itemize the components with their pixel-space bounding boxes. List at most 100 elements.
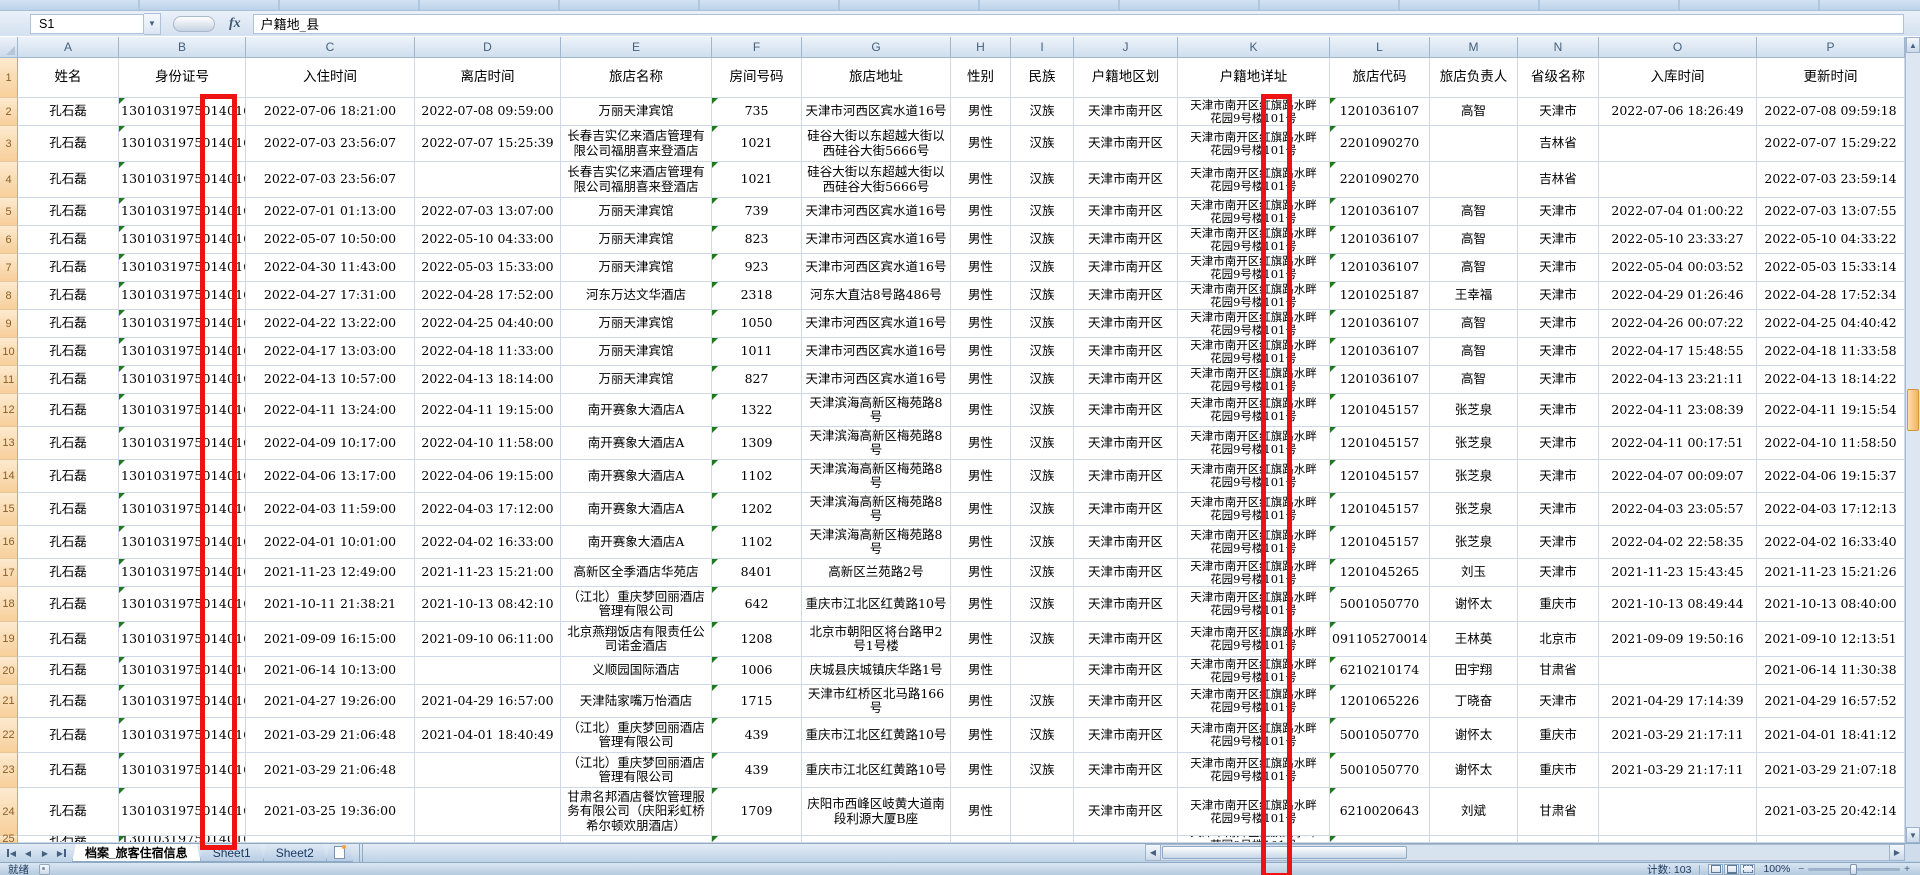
cell-J22[interactable]: 天津市南开区 [1074, 718, 1178, 753]
cell-C18[interactable]: 2021-10-11 21:38:21 [246, 587, 415, 622]
cell-B23[interactable]: 1301031975014016 [119, 753, 246, 788]
cell-D5[interactable]: 2022-07-03 13:07:00 [415, 198, 561, 226]
cell-K7[interactable]: 天津市南开区红旗路水畔 花园9号楼101号 [1178, 254, 1330, 282]
cell-G13[interactable]: 天津滨海高新区梅苑路8号 [802, 427, 951, 460]
cell-M23[interactable]: 谢怀太 [1430, 753, 1518, 788]
cell-F10[interactable]: 1011 [712, 338, 802, 366]
cell-A22[interactable]: 孔石磊 [18, 718, 119, 753]
cell-P3[interactable]: 2022-07-07 15:29:22 [1757, 126, 1905, 162]
cell-L13[interactable]: 1201045157 [1330, 427, 1430, 460]
header-cell-K[interactable]: 户籍地详址 [1178, 58, 1330, 98]
cell-A25[interactable]: 孔石磊 [18, 836, 119, 843]
cell-A11[interactable]: 孔石磊 [18, 366, 119, 394]
cell-F21[interactable]: 1715 [712, 685, 802, 718]
cell-N21[interactable]: 天津市 [1518, 685, 1599, 718]
last-sheet-icon[interactable]: ▶ [54, 846, 70, 861]
cell-L18[interactable]: 5001050770 [1330, 587, 1430, 622]
cell-I15[interactable]: 汉族 [1011, 493, 1074, 526]
previous-sheet-icon[interactable]: ◀ [24, 848, 32, 858]
cell-G23[interactable]: 重庆市江北区红黄路10号 [802, 753, 951, 788]
cell-M13[interactable]: 张芝泉 [1430, 427, 1518, 460]
normal-view-icon[interactable] [1708, 863, 1724, 875]
cell-I6[interactable]: 汉族 [1011, 226, 1074, 254]
cell-M9[interactable]: 高智 [1430, 310, 1518, 338]
cell-C25[interactable] [246, 836, 415, 843]
cell-M24[interactable]: 刘斌 [1430, 788, 1518, 836]
cell-F8[interactable]: 2318 [712, 282, 802, 310]
cell-K5[interactable]: 天津市南开区红旗路水畔 花园9号楼101号 [1178, 198, 1330, 226]
zoom-slider-track[interactable] [1808, 863, 1901, 875]
zoom-slider-thumb[interactable] [1850, 863, 1858, 875]
cell-F12[interactable]: 1322 [712, 394, 802, 427]
cell-G5[interactable]: 天津市河西区宾水道16号 [802, 198, 951, 226]
cell-F15[interactable]: 1202 [712, 493, 802, 526]
next-sheet-icon[interactable]: ▶ [41, 848, 49, 858]
select-all-corner[interactable] [0, 37, 18, 58]
header-cell-C[interactable]: 入住时间 [246, 58, 415, 98]
header-cell-G[interactable]: 旅店地址 [802, 58, 951, 98]
cell-B25[interactable]: 1301031975014016 [119, 836, 246, 843]
cell-L7[interactable]: 1201036107 [1330, 254, 1430, 282]
cell-K10[interactable]: 天津市南开区红旗路水畔 花园9号楼101号 [1178, 338, 1330, 366]
cell-M3[interactable] [1430, 126, 1518, 162]
cell-L9[interactable]: 1201036107 [1330, 310, 1430, 338]
insert-function-icon[interactable]: fx [229, 15, 241, 31]
cell-L25[interactable] [1330, 836, 1430, 843]
cell-D23[interactable] [415, 753, 561, 788]
cell-G25[interactable] [802, 836, 951, 843]
sheet-tab-3[interactable]: Sheet2 [263, 844, 327, 862]
cell-A13[interactable]: 孔石磊 [18, 427, 119, 460]
cell-O21[interactable]: 2021-04-29 17:14:39 [1599, 685, 1757, 718]
cell-P19[interactable]: 2021-09-10 12:13:51 [1757, 622, 1905, 657]
cell-J19[interactable]: 天津市南开区 [1074, 622, 1178, 657]
cell-P16[interactable]: 2022-04-02 16:33:40 [1757, 526, 1905, 559]
cell-C2[interactable]: 2022-07-06 18:21:00 [246, 98, 415, 126]
cell-C14[interactable]: 2022-04-06 13:17:00 [246, 460, 415, 493]
cell-J14[interactable]: 天津市南开区 [1074, 460, 1178, 493]
cell-M2[interactable]: 高智 [1430, 98, 1518, 126]
cell-K4[interactable]: 天津市南开区红旗路水畔 花园9号楼101号 [1178, 162, 1330, 198]
cell-L3[interactable]: 2201090270 [1330, 126, 1430, 162]
cell-C6[interactable]: 2022-05-07 10:50:00 [246, 226, 415, 254]
column-header-C[interactable]: C [246, 37, 415, 58]
row-header-25[interactable]: 25 [0, 833, 18, 843]
cell-O4[interactable] [1599, 162, 1757, 198]
cell-C9[interactable]: 2022-04-22 13:22:00 [246, 310, 415, 338]
cell-J17[interactable]: 天津市南开区 [1074, 559, 1178, 587]
scroll-left-icon[interactable]: ◀ [1145, 844, 1161, 861]
cell-J13[interactable]: 天津市南开区 [1074, 427, 1178, 460]
cell-L8[interactable]: 1201025187 [1330, 282, 1430, 310]
cell-M8[interactable]: 王幸福 [1430, 282, 1518, 310]
cell-G4[interactable]: 硅谷大街以东超越大街以西硅谷大街5666号 [802, 162, 951, 198]
cell-N2[interactable]: 天津市 [1518, 98, 1599, 126]
cell-D3[interactable]: 2022-07-07 15:25:39 [415, 126, 561, 162]
cell-C7[interactable]: 2022-04-30 11:43:00 [246, 254, 415, 282]
header-cell-L[interactable]: 旅店代码 [1330, 58, 1430, 98]
cell-B13[interactable]: 1301031975014016 [119, 427, 246, 460]
cell-I14[interactable]: 汉族 [1011, 460, 1074, 493]
cell-J8[interactable]: 天津市南开区 [1074, 282, 1178, 310]
cell-O5[interactable]: 2022-07-04 01:00:22 [1599, 198, 1757, 226]
cell-O15[interactable]: 2022-04-03 23:05:57 [1599, 493, 1757, 526]
cell-A21[interactable]: 孔石磊 [18, 685, 119, 718]
cell-E12[interactable]: 南开赛象大酒店A [561, 394, 712, 427]
cell-P22[interactable]: 2021-04-01 18:41:12 [1757, 718, 1905, 753]
cell-A12[interactable]: 孔石磊 [18, 394, 119, 427]
cell-D15[interactable]: 2022-04-03 17:12:00 [415, 493, 561, 526]
cell-I8[interactable]: 汉族 [1011, 282, 1074, 310]
cell-A24[interactable]: 孔石磊 [18, 788, 119, 836]
cell-C17[interactable]: 2021-11-23 12:49:00 [246, 559, 415, 587]
cell-D24[interactable] [415, 788, 561, 836]
cell-L22[interactable]: 5001050770 [1330, 718, 1430, 753]
cell-D13[interactable]: 2022-04-10 11:58:00 [415, 427, 561, 460]
cell-C16[interactable]: 2022-04-01 10:01:00 [246, 526, 415, 559]
header-cell-N[interactable]: 省级名称 [1518, 58, 1599, 98]
horizontal-scroll-track[interactable] [1161, 844, 1889, 861]
cell-H5[interactable]: 男性 [951, 198, 1011, 226]
cell-A4[interactable]: 孔石磊 [18, 162, 119, 198]
cell-H13[interactable]: 男性 [951, 427, 1011, 460]
cell-G21[interactable]: 天津市红桥区北马路166号 [802, 685, 951, 718]
cell-O12[interactable]: 2022-04-11 23:08:39 [1599, 394, 1757, 427]
cell-H19[interactable]: 男性 [951, 622, 1011, 657]
cell-I3[interactable]: 汉族 [1011, 126, 1074, 162]
